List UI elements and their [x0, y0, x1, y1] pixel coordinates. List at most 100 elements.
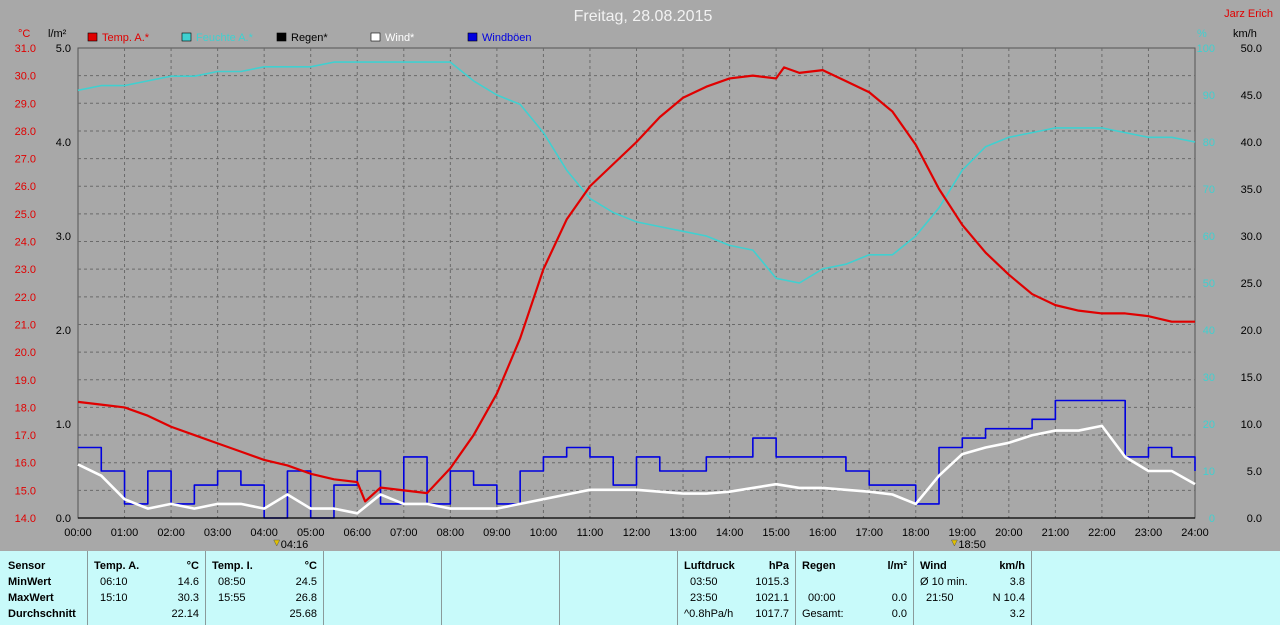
legend-label: Feuchte A.* — [196, 32, 254, 44]
humidity-tick-label: 50 — [1203, 278, 1215, 290]
rain-tick-label: 4.0 — [56, 137, 71, 149]
temp-i-unit: °C — [304, 560, 317, 572]
temp-tick-label: 22.0 — [15, 292, 36, 304]
wind-tick-label: 0.0 — [1247, 513, 1262, 525]
temp-tick-label: 26.0 — [15, 181, 36, 193]
humidity-tick-label: 80 — [1203, 137, 1215, 149]
pressure-max-time: 23:50 — [690, 592, 718, 604]
wind-tick-label: 40.0 — [1241, 137, 1262, 149]
rain-tick-label: 3.0 — [56, 231, 71, 243]
temp-i-max-value: 26.8 — [295, 592, 317, 604]
author-label: Jarz Erich — [1224, 8, 1273, 20]
humidity-tick-label: 0 — [1209, 513, 1215, 525]
rain-tick-label: 1.0 — [56, 419, 71, 431]
rain-axis-unit: l/m² — [48, 28, 67, 40]
temp-tick-label: 27.0 — [15, 154, 36, 166]
temp-axis-unit: °C — [18, 28, 30, 40]
pressure-trend: ^0.8hPa/h — [684, 608, 734, 620]
humidity-tick-label: 20 — [1203, 419, 1215, 431]
humidity-tick-label: 60 — [1203, 231, 1215, 243]
temp-a-avg-value: 22.14 — [171, 608, 199, 620]
temp-tick-label: 29.0 — [15, 98, 36, 110]
weather-chart: Freitag, 28.08.2015 Jarz Erich °C l/m² %… — [15, 8, 1273, 551]
x-tick-label: 09:00 — [483, 527, 511, 539]
stats-col-rain: Regen l/m² 00:00 0.0 Gesamt: 0.0 — [796, 551, 914, 625]
rain-total-label: Gesamt: — [802, 608, 844, 620]
temp-i-header: Temp. I. — [212, 560, 253, 572]
temp-tick-label: 24.0 — [15, 237, 36, 249]
pressure-min-time: 03:50 — [690, 576, 718, 588]
stats-col-wind: Wind km/h Ø 10 min. 3.8 21:50 N 10.4 3.2 — [914, 551, 1032, 625]
rain-header: Regen — [802, 560, 836, 572]
x-tick-label: 10:00 — [530, 527, 558, 539]
legend-label: Wind* — [385, 32, 415, 44]
wind-avg10-label: Ø 10 min. — [920, 576, 968, 588]
x-tick-label: 07:00 — [390, 527, 418, 539]
chart-title: Freitag, 28.08.2015 — [574, 8, 713, 25]
humidity-axis-unit: % — [1197, 28, 1207, 40]
temp-tick-label: 19.0 — [15, 375, 36, 387]
chart-series — [77, 61, 1196, 519]
pressure-unit: hPa — [768, 560, 789, 572]
x-tick-label: 02:00 — [157, 527, 185, 539]
x-tick-label: 21:00 — [1042, 527, 1070, 539]
temp-i-avg-value: 25.68 — [289, 608, 317, 620]
pressure-header: Luftdruck — [684, 560, 735, 572]
sun-marker-label: 18:50 — [958, 539, 986, 551]
temp-tick-label: 17.0 — [15, 430, 36, 442]
series-line-wind — [77, 424, 1196, 515]
temp-a-unit: °C — [186, 560, 199, 572]
temp-i-max-time: 15:55 — [218, 592, 246, 604]
wind-tick-label: 25.0 — [1241, 278, 1262, 290]
row-label-max: MaxWert — [8, 592, 54, 604]
rain-total-value: 0.0 — [891, 608, 907, 620]
stats-col-empty-1 — [324, 551, 442, 625]
x-tick-label: 00:00 — [64, 527, 92, 539]
rain-tick-label: 5.0 — [56, 43, 71, 55]
legend-label: Temp. A.* — [102, 32, 150, 44]
sensor-header: Sensor — [8, 560, 46, 572]
wind-tick-label: 45.0 — [1241, 90, 1262, 102]
x-tick-label: 16:00 — [809, 527, 837, 539]
wind-unit: km/h — [999, 560, 1025, 572]
series-line-tempa — [77, 66, 1195, 503]
temp-a-min-time: 06:10 — [100, 576, 128, 588]
rain-tick-label: 0.0 — [56, 513, 71, 525]
wind-tick-label: 5.0 — [1247, 466, 1262, 478]
x-tick-label: 08:00 — [437, 527, 465, 539]
chart-grid — [77, 47, 1196, 519]
series-line-windben — [78, 399, 1196, 519]
temp-i-min-time: 08:50 — [218, 576, 246, 588]
humidity-tick-label: 40 — [1203, 325, 1215, 337]
stats-col-temp-a: Temp. A. °C 06:10 14.6 15:10 30.3 22.14 — [88, 551, 206, 625]
sun-marker-icon — [950, 539, 958, 547]
time-markers: 04:16 18:50 — [273, 539, 986, 551]
wind-tick-label: 15.0 — [1241, 372, 1262, 384]
stats-panel: Sensor MinWert MaxWert Durchschnitt Temp… — [0, 551, 1280, 625]
sun-marker-icon — [273, 539, 281, 547]
legend-swatch — [370, 32, 381, 42]
wind-header: Wind — [920, 560, 947, 572]
legend-swatch — [276, 32, 287, 42]
temp-i-min-value: 24.5 — [295, 576, 317, 588]
humidity-tick-label: 30 — [1203, 372, 1215, 384]
x-tick-label: 06:00 — [343, 527, 371, 539]
rain-tick-label: 2.0 — [56, 325, 71, 337]
x-tick-label: 15:00 — [762, 527, 790, 539]
wind-tick-label: 10.0 — [1241, 419, 1262, 431]
pressure-avg-value: 1017.7 — [755, 608, 789, 620]
temp-tick-label: 20.0 — [15, 347, 36, 359]
wind-tick-label: 50.0 — [1241, 43, 1262, 55]
stats-col-empty-2 — [442, 551, 560, 625]
humidity-tick-label: 90 — [1203, 90, 1215, 102]
legend-label: Windböen — [482, 32, 532, 44]
wind-tick-label: 30.0 — [1241, 231, 1262, 243]
x-tick-label: 23:00 — [1135, 527, 1163, 539]
x-tick-label: 05:00 — [297, 527, 325, 539]
x-tick-label: 20:00 — [995, 527, 1023, 539]
rain-day-time: 00:00 — [808, 592, 836, 604]
pressure-max-value: 1021.1 — [755, 592, 789, 604]
series-line-feuchtea — [77, 61, 1196, 284]
temp-a-header: Temp. A. — [94, 560, 140, 572]
wind-tick-label: 35.0 — [1241, 184, 1262, 196]
